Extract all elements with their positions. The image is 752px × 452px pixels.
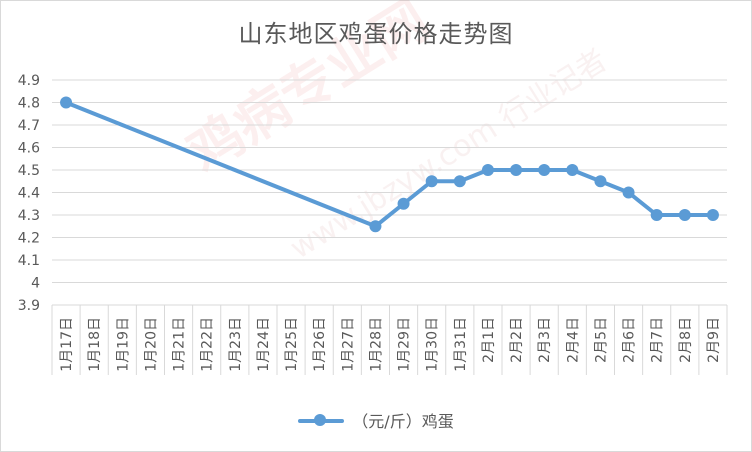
x-tick-label: 2月2日 (509, 317, 525, 363)
data-point (566, 164, 579, 176)
x-tick-label: 1月29日 (397, 317, 413, 372)
x-tick-label: 2月4日 (565, 317, 581, 363)
x-tick-label: 1月20日 (143, 317, 159, 372)
y-tick-label: 4.1 (18, 253, 40, 269)
x-tick-label: 1月25日 (284, 317, 300, 372)
series-layer (60, 96, 719, 233)
y-tick-label: 4 (31, 276, 40, 292)
x-tick-label: 1月31日 (453, 317, 469, 372)
y-tick-label: 4.8 (18, 96, 40, 112)
data-point (369, 220, 382, 233)
x-tick-label: 2月3日 (537, 317, 553, 363)
x-tick-label: 1月24日 (256, 317, 272, 372)
x-tick-label: 1月30日 (425, 317, 441, 372)
x-tick-label: 1月17日 (59, 317, 75, 372)
x-tick-label: 1月27日 (340, 317, 356, 372)
y-tick-label: 4.9 (18, 73, 40, 89)
series-line (64, 100, 715, 229)
x-tick-label: 1月22日 (200, 317, 216, 372)
x-tick-label: 2月7日 (650, 317, 666, 363)
data-point (481, 164, 494, 176)
data-point (397, 197, 410, 210)
data-point (538, 164, 551, 176)
y-tick-label: 4.4 (18, 186, 40, 202)
y-tick-label: 4.5 (18, 163, 40, 179)
x-tick-label: 1月19日 (115, 317, 131, 372)
legend-marker (298, 414, 345, 426)
data-point (650, 209, 663, 221)
y-tick-labels: 3.9 4 4.1 4.2 4.3 4.4 4.5 4.6 4.7 4.8 4.9 (18, 73, 40, 314)
x-tick-label: 1月23日 (228, 317, 244, 372)
x-tick-label: 2月1日 (481, 317, 497, 363)
y-tick-label: 3.9 (18, 298, 40, 314)
y-tick-label: 4.7 (18, 118, 40, 134)
x-tick-label: 2月6日 (622, 317, 638, 363)
x-tick-label: 2月8日 (678, 317, 694, 363)
chart-title: 山东地区鸡蛋价格走势图 (238, 20, 514, 48)
legend-label: （元/斤）鸡蛋 (352, 412, 454, 431)
x-tick-labels: 1月17日 1月18日 1月19日 1月20日 1月21日 1月22日 1月23日 1月24日… (59, 317, 722, 372)
y-tick-label: 4.2 (18, 231, 40, 247)
data-point (60, 96, 73, 109)
data-point (453, 175, 466, 188)
gridlines (51, 79, 728, 375)
x-tick-label: 1月18日 (87, 317, 103, 372)
x-tick-label: 2月5日 (593, 317, 609, 363)
y-tick-label: 4.6 (18, 141, 40, 157)
data-point (510, 164, 523, 176)
data-point (425, 175, 438, 188)
x-tick-label: 1月21日 (172, 317, 188, 372)
legend: （元/斤）鸡蛋 (0, 408, 752, 432)
x-tick-label: 1月26日 (312, 317, 328, 372)
x-tick-label: 2月9日 (706, 317, 722, 363)
data-point (678, 209, 691, 221)
x-tick-label: 1月28日 (368, 317, 384, 372)
data-point (622, 186, 635, 199)
data-point (594, 175, 607, 188)
y-tick-label: 4.3 (18, 208, 40, 224)
data-point (706, 209, 719, 221)
